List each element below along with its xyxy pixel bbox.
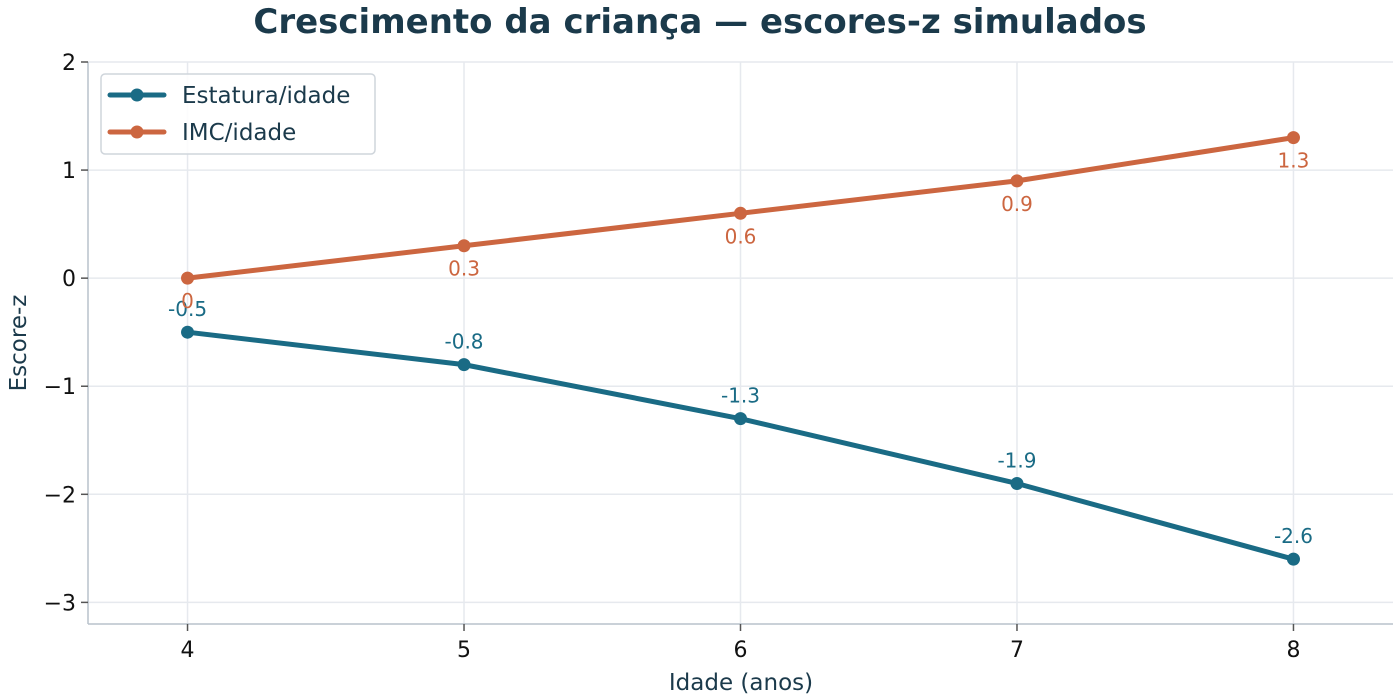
chart-title: Crescimento da criança — escores-z simul… [253, 2, 1146, 42]
legend-box [100, 73, 376, 155]
data-point [181, 325, 195, 339]
data-label: 0 [181, 289, 194, 313]
data-label: -1.3 [721, 384, 760, 408]
y-tick-label: −3 [44, 591, 76, 616]
data-point [1010, 174, 1024, 188]
data-point [1286, 131, 1300, 145]
data-label: -0.8 [445, 330, 484, 354]
series-layer [181, 131, 1300, 566]
data-label: 0.9 [1001, 192, 1033, 216]
x-tick-label: 5 [457, 638, 471, 663]
y-tick-label: −1 [44, 375, 76, 400]
y-tick-label: 0 [62, 267, 76, 292]
data-label: 0.6 [725, 224, 757, 248]
data-labels: -0.5 -0.8 -1.3 -1.9 -2.6 0 0.3 0.6 0.9 1.3 [168, 149, 1313, 549]
y-tick-label: 2 [62, 51, 76, 76]
data-label: 0.3 [448, 257, 480, 281]
legend-swatch-marker [130, 88, 144, 102]
data-label: 1.3 [1278, 149, 1310, 173]
data-point [181, 271, 195, 285]
data-point [734, 412, 747, 426]
data-point [734, 206, 747, 220]
legend-entry-label: Estatura/idade [182, 83, 350, 109]
data-label: -0.5 [168, 297, 207, 321]
data-point [457, 358, 471, 372]
x-tick-label: 6 [734, 638, 748, 663]
data-label: -2.6 [1274, 524, 1313, 548]
data-point [1286, 552, 1300, 566]
data-point [457, 239, 471, 253]
legend-entry-label: IMC/idade [182, 120, 296, 146]
legend-swatch-marker [130, 125, 144, 139]
x-tick-label: 8 [1286, 638, 1300, 663]
x-axis-label: Idade (anos) [669, 670, 813, 696]
ticks: 4 5 6 7 8 −3 −2 −1 0 1 2 [44, 51, 1301, 663]
grid [88, 61, 1393, 624]
y-tick-label: −2 [44, 483, 76, 508]
y-axis-label: Escore-z [6, 295, 32, 392]
data-point [1010, 477, 1024, 490]
y-tick-label: 1 [62, 159, 76, 184]
x-tick-label: 7 [1010, 638, 1024, 663]
legend: Estatura/idade IMC/idade [100, 73, 376, 155]
data-label: -1.9 [997, 449, 1036, 473]
x-tick-label: 4 [181, 638, 195, 663]
